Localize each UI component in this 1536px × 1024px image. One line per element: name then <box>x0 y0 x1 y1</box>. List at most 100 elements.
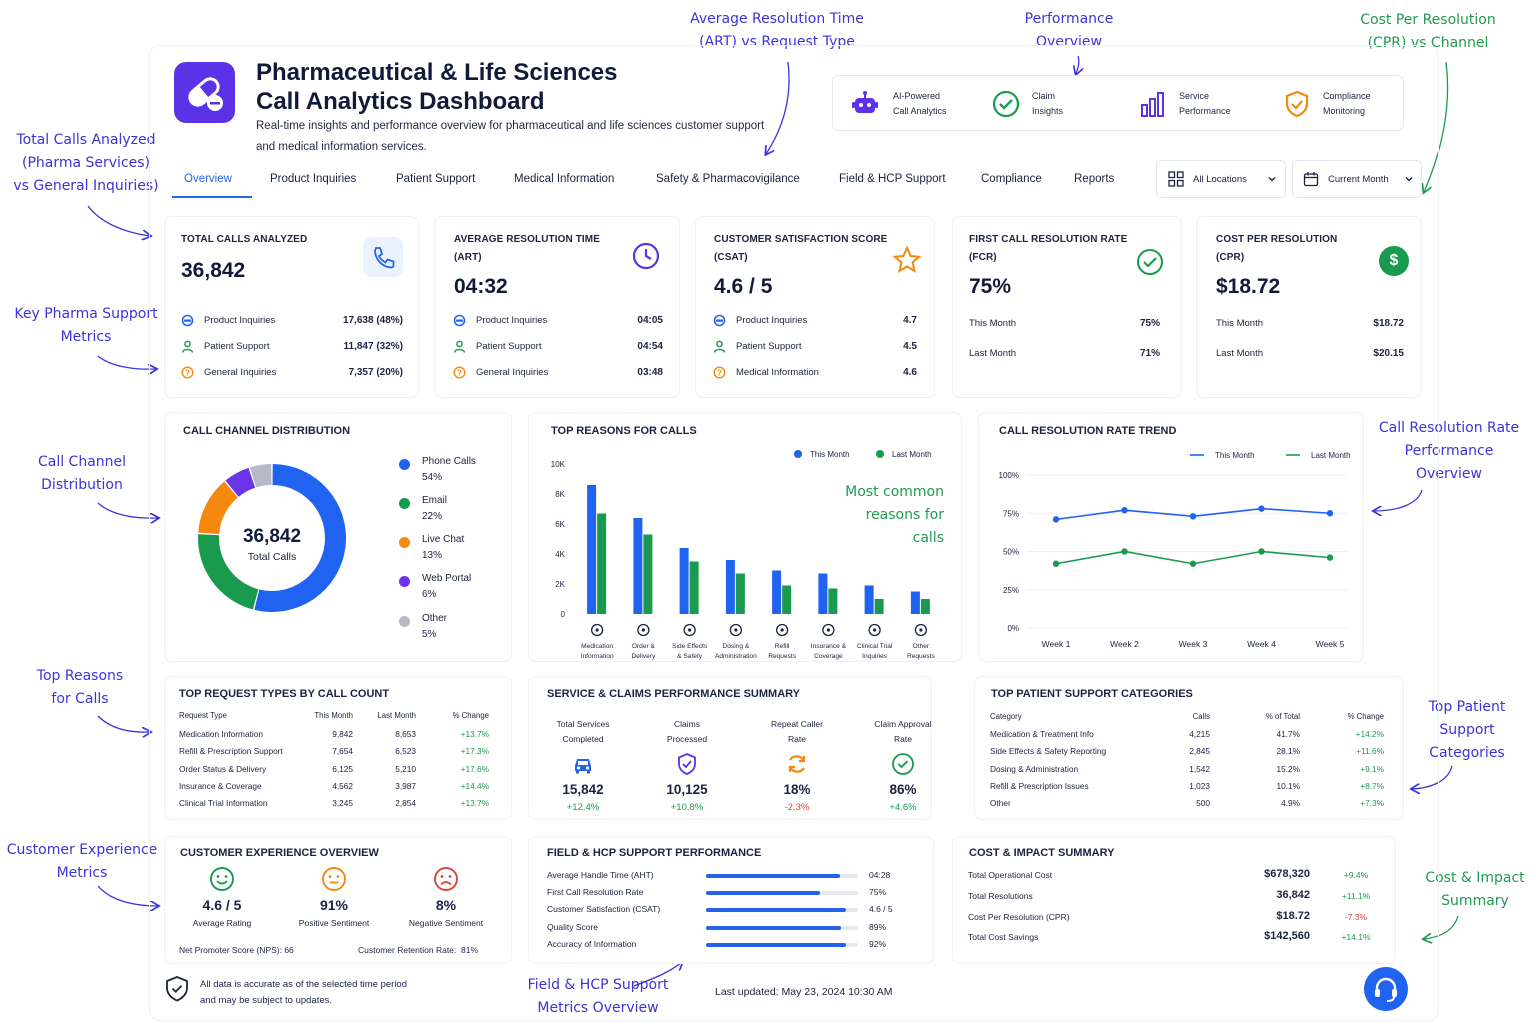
legend-swatch <box>399 616 410 627</box>
data-point[interactable] <box>1121 548 1128 555</box>
kpi-row-value: 71% <box>1139 348 1160 359</box>
bar-last-month[interactable] <box>920 599 930 614</box>
kpi-row-value: 4.6 <box>903 367 917 378</box>
bar-this-month[interactable] <box>910 591 920 615</box>
donut-slice-other[interactable] <box>249 464 272 488</box>
tab-medical-information[interactable]: Medical Information <box>514 173 615 185</box>
customer-experience-card: CUSTOMER EXPERIENCE OVERVIEW <box>164 836 512 964</box>
table-cell: 3,245 <box>332 798 353 809</box>
tab-field-hcp-support[interactable]: Field & HCP Support <box>839 173 946 185</box>
kpi-row-label: This Month <box>1216 318 1263 329</box>
kpi-value: $18.72 <box>1216 275 1281 298</box>
product-icon <box>453 314 466 327</box>
x-tick-label: Information <box>581 653 614 660</box>
category-icon <box>775 623 789 637</box>
table-cell: +14.2% <box>1355 729 1384 739</box>
table-row-label: Insurance & Coverage <box>179 780 262 791</box>
bar-last-month[interactable] <box>689 561 699 615</box>
table-cell: 15.2% <box>1276 763 1300 774</box>
service-change: +12.4% <box>566 802 600 813</box>
section-title: SERVICE & CLAIMS PERFORMANCE SUMMARY <box>547 688 801 700</box>
data-point[interactable] <box>1189 560 1197 567</box>
legend-label: Other <box>422 613 448 624</box>
bar-last-month[interactable] <box>735 573 745 615</box>
star-icon <box>892 245 922 274</box>
bar-this-month[interactable] <box>725 560 735 614</box>
kpi-total-calls-card: TOTAL CALLS ANALYZED 36,842 <box>164 216 419 398</box>
support-chat-button[interactable] <box>1364 967 1408 1011</box>
clock-icon <box>632 242 660 270</box>
y-tick-label: 6K <box>555 520 565 529</box>
bar-this-month[interactable] <box>587 485 597 614</box>
kpi-row-value: 4.5 <box>903 341 917 352</box>
kpi-row-label: Last Month <box>1216 348 1263 359</box>
cost-impact-card: COST & IMPACT SUMMARY <box>952 836 1396 964</box>
tab-overview[interactable]: Overview <box>184 173 232 185</box>
location-select[interactable]: All Locations <box>1156 160 1286 198</box>
data-point[interactable] <box>1052 560 1060 567</box>
data-point[interactable] <box>1326 554 1334 561</box>
kpi-row-label: General Inquiries <box>476 367 549 378</box>
bar-this-month[interactable] <box>864 585 874 615</box>
y-tick-label: 8K <box>555 490 565 499</box>
data-point[interactable] <box>1052 516 1060 523</box>
donut-slice-live-chat[interactable] <box>198 481 238 535</box>
bar-this-month[interactable] <box>818 573 828 615</box>
feature-compliance-monitoring[interactable]: Compliance Monitoring <box>1281 84 1398 124</box>
x-tick-label: Order & <box>632 643 656 650</box>
table-cell: +8.7% <box>1360 780 1384 791</box>
field-metric-label: Average Handle Time (AHT) <box>547 870 654 880</box>
product-icon <box>713 314 726 327</box>
bar-this-month[interactable] <box>679 548 689 614</box>
cx-value: 4.6 / 5 <box>202 897 242 913</box>
chevron-down-icon <box>1268 177 1276 182</box>
data-point[interactable] <box>1326 510 1334 517</box>
kpi-title: TOTAL CALLS ANALYZED <box>181 234 308 245</box>
data-point[interactable] <box>1258 505 1265 512</box>
chevron-down-icon <box>1405 177 1413 182</box>
cx-label: Negative Sentiment <box>408 918 484 928</box>
kpi-row-value: 4.7 <box>903 315 917 326</box>
feature-claim-insights[interactable]: Claim Insights <box>990 84 1107 124</box>
bar-last-month[interactable] <box>643 534 653 615</box>
tab-reports[interactable]: Reports <box>1074 173 1115 185</box>
bar-last-month[interactable] <box>782 585 792 615</box>
cost-change: +9.4% <box>1343 870 1369 880</box>
y-tick-label: 0 <box>561 610 566 619</box>
tab-compliance[interactable]: Compliance <box>981 173 1042 185</box>
progress-fill <box>706 874 840 878</box>
feature-service-performance[interactable]: Service Performance <box>1137 84 1254 124</box>
category-icon <box>729 623 743 637</box>
service-label: Rate <box>894 734 912 744</box>
patient-icon <box>453 340 466 353</box>
service-label: Claims <box>674 719 700 729</box>
tab-product-inquiries[interactable]: Product Inquiries <box>270 173 357 185</box>
data-point[interactable] <box>1258 548 1265 555</box>
bar-last-month[interactable] <box>874 599 884 614</box>
donut-slice-phone-calls[interactable] <box>254 464 346 612</box>
bar-last-month[interactable] <box>597 513 607 615</box>
data-point[interactable] <box>1189 513 1197 520</box>
bar-this-month[interactable] <box>633 518 643 614</box>
bar-last-month[interactable] <box>828 588 838 615</box>
capsule-logo-icon <box>174 62 235 123</box>
period-select[interactable]: Current Month <box>1292 160 1422 198</box>
feature-ai-call-analytics[interactable]: AI-Powered Call Analytics <box>849 84 968 124</box>
y-tick-label: 2K <box>555 580 565 589</box>
donut-slice-email[interactable] <box>198 534 259 610</box>
x-tick-label: Administration <box>715 653 757 660</box>
table-header: Last Month <box>377 711 416 720</box>
cost-change: +14.1% <box>1341 932 1371 943</box>
service-label: Processed <box>666 734 708 744</box>
service-change: -2.3% <box>784 802 810 813</box>
tab-patient-support[interactable]: Patient Support <box>396 173 476 185</box>
data-point[interactable] <box>1121 506 1128 514</box>
bar-this-month[interactable] <box>772 570 782 615</box>
y-tick-label: 10K <box>551 460 566 469</box>
field-metric-value: 04:28 <box>869 870 891 880</box>
donut-slice-web-portal[interactable] <box>225 467 256 497</box>
table-cell: 4.9% <box>1281 798 1300 809</box>
tab-safety-pharmacovigilance[interactable]: Safety & Pharmacovigilance <box>656 173 800 185</box>
section-title: CALL RESOLUTION RATE TREND <box>999 425 1177 437</box>
annotation-performance-overview: Performance Overview <box>1024 11 1114 50</box>
